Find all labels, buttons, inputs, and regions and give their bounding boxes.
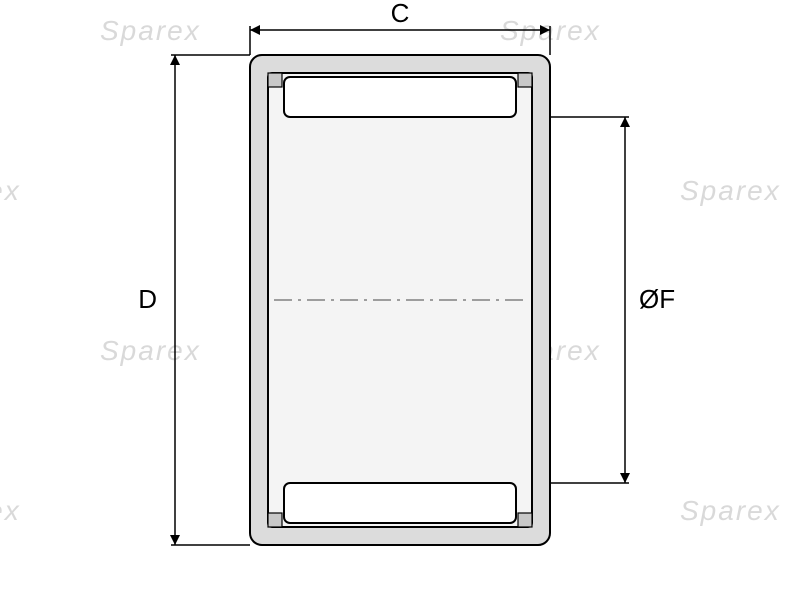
svg-text:Sparex: Sparex <box>680 495 781 526</box>
svg-text:Sparex: Sparex <box>680 175 781 206</box>
svg-text:Sparex: Sparex <box>100 335 201 366</box>
diagram-canvas: SparexSparexSparexSparexSparexSparexSpar… <box>0 0 800 600</box>
svg-text:Sparex: Sparex <box>0 495 21 526</box>
svg-text:Sparex: Sparex <box>100 15 201 46</box>
dim-label-d: D <box>138 284 157 314</box>
dim-label-c: C <box>391 0 410 28</box>
svg-text:Sparex: Sparex <box>0 175 21 206</box>
bearing-diagram: SparexSparexSparexSparexSparexSparexSpar… <box>0 0 800 600</box>
dim-label-f: ØF <box>639 284 675 314</box>
